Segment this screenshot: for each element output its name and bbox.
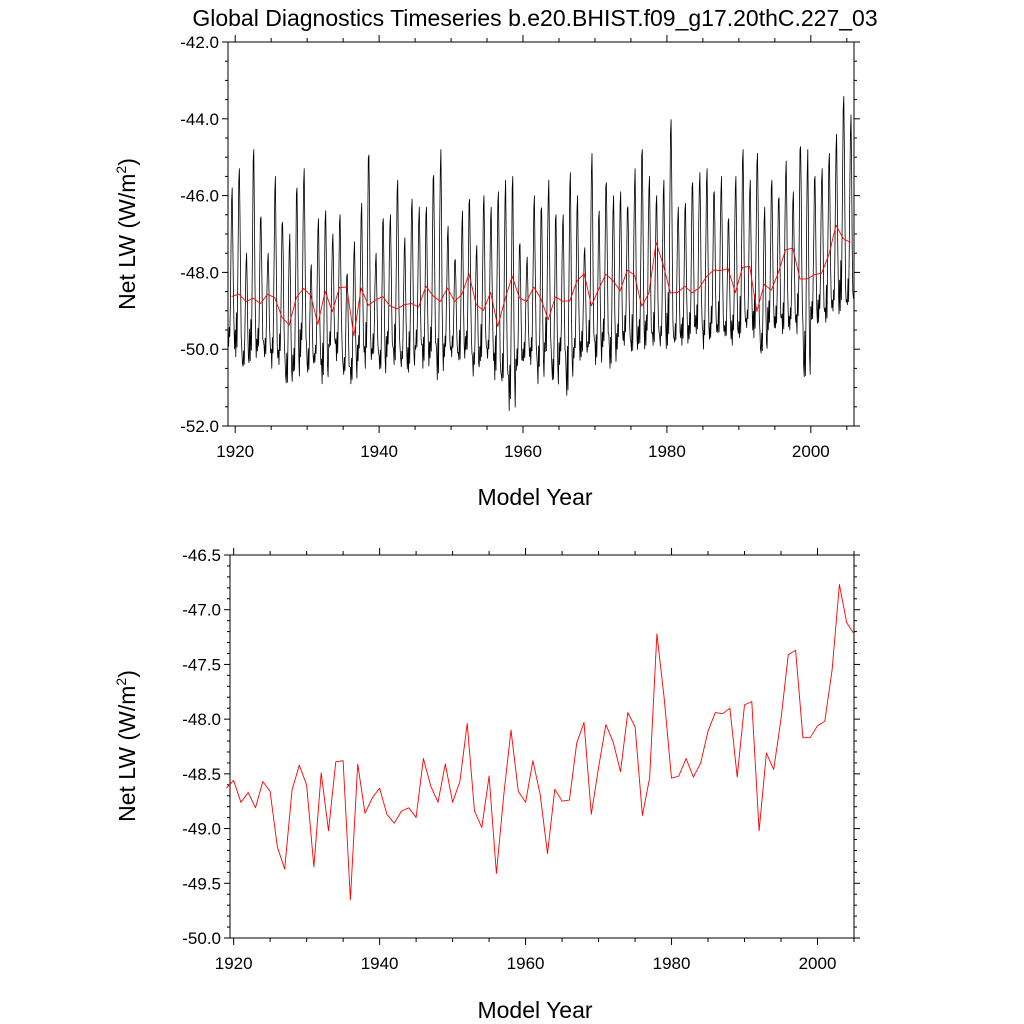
- top-x-tick-label: 1920: [216, 442, 254, 461]
- bottom-y-tick-label: -49.5: [182, 874, 221, 893]
- bottom-y-tick-label: -46.5: [182, 546, 221, 565]
- top-y-axis-title-end: ): [114, 158, 140, 166]
- top-y-tick-label: -44.0: [180, 110, 219, 129]
- top-y-axis-title-main: Net LW (W/m: [114, 174, 140, 310]
- bottom-x-tick-label: 1920: [215, 954, 253, 973]
- top-x-tick-label: 2000: [792, 442, 830, 461]
- bottom-plot-frame: [229, 554, 855, 939]
- bottom-series-annual-mean-line: [226, 584, 855, 901]
- top-y-axis-title: Net LW (W/m2): [113, 158, 140, 310]
- top-series-monthly-line: [227, 95, 854, 411]
- bottom-x-tick-label: 2000: [799, 954, 837, 973]
- bottom-x-tick-label: 1940: [361, 954, 399, 973]
- top-y-tick-label: -48.0: [180, 263, 219, 282]
- bottom-x-tick-label: 1980: [653, 954, 691, 973]
- bottom-x-axis-title: Model Year: [477, 997, 592, 1023]
- top-x-axis-title: Model Year: [477, 484, 592, 510]
- top-x-tick-label: 1960: [504, 442, 542, 461]
- svg-text:Net LW (W/m2): Net LW (W/m2): [113, 670, 140, 822]
- top-x-tick-label: 1940: [360, 442, 398, 461]
- bottom-y-axis-title-end: ): [114, 670, 140, 678]
- bottom-chart: Model Year Net LW (W/m2) -46.5 -47.0 -47.5…: [113, 546, 860, 1023]
- bottom-y-tick-label: -47.0: [182, 601, 221, 620]
- bottom-y-tick-label: -47.5: [182, 655, 221, 674]
- top-y-tick-label: -42.0: [180, 33, 219, 52]
- bottom-x-tick-label: 1960: [507, 954, 545, 973]
- bottom-y-tick-label: -48.5: [182, 765, 221, 784]
- top-chart: Model Year Net LW (W/m2) -42.0 -44.0 -46.0…: [113, 33, 860, 510]
- bottom-y-tick-label: -50.0: [182, 929, 221, 948]
- bottom-y-axis-title-main: Net LW (W/m: [114, 686, 140, 822]
- top-y-tick-label: -50.0: [180, 340, 219, 359]
- bottom-y-axis-title: Net LW (W/m2): [113, 670, 140, 822]
- bottom-y-tick-label: -49.0: [182, 820, 221, 839]
- top-y-tick-label: -52.0: [180, 417, 219, 436]
- svg-text:Net LW (W/m2): Net LW (W/m2): [113, 158, 140, 310]
- bottom-y-tick-label: -48.0: [182, 710, 221, 729]
- top-x-tick-label: 1980: [648, 442, 686, 461]
- top-y-tick-label: -46.0: [180, 187, 219, 206]
- top-y-axis-title-sup: 2: [113, 166, 129, 174]
- chart-title: Global Diagnostics Timeseries b.e20.BHIS…: [192, 5, 877, 31]
- bottom-y-axis-title-sup: 2: [113, 678, 129, 686]
- top-series-annual-mean-line: [231, 224, 851, 337]
